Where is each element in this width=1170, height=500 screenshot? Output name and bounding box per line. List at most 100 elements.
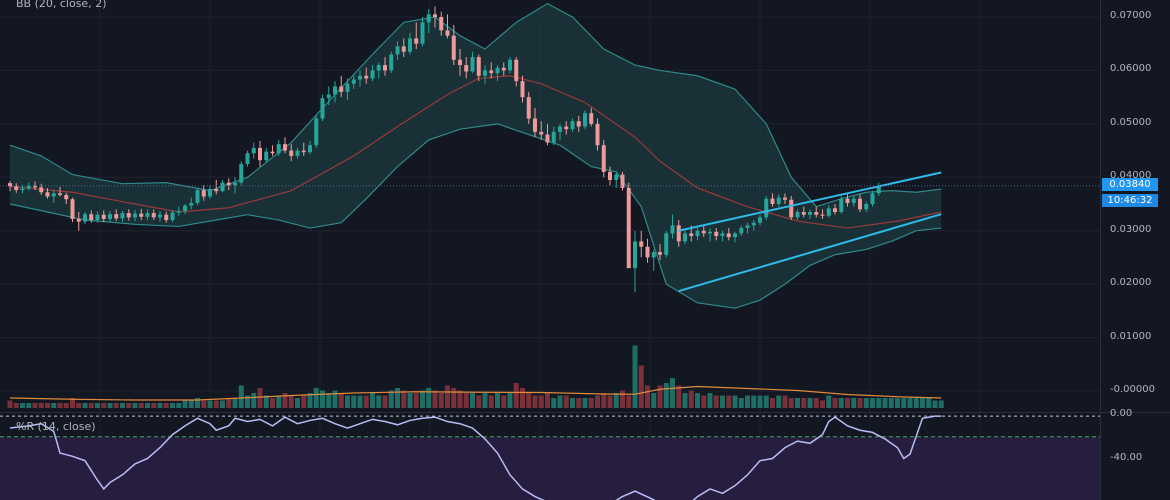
volume-bar bbox=[195, 398, 200, 408]
volume-bar bbox=[313, 388, 319, 408]
volume-bar bbox=[520, 388, 525, 408]
volume-bar bbox=[51, 403, 57, 408]
candle-body bbox=[39, 187, 44, 193]
volume-bar bbox=[107, 403, 113, 408]
candle-body bbox=[539, 131, 544, 135]
candle-body bbox=[95, 214, 100, 221]
candle-body bbox=[733, 233, 737, 238]
candle-body bbox=[501, 67, 506, 71]
volume-bar bbox=[613, 393, 619, 408]
candle-body bbox=[101, 214, 106, 219]
volume-bar bbox=[357, 395, 363, 408]
volume-bar bbox=[320, 390, 325, 408]
candle-body bbox=[433, 14, 437, 17]
candle-body bbox=[695, 230, 700, 237]
bb-basis-line bbox=[9, 75, 942, 229]
wr-indicator-label[interactable]: %R (14, close) bbox=[16, 420, 96, 433]
bb-indicator-label[interactable]: BB (20, close, 2) bbox=[16, 0, 107, 10]
candle-body bbox=[570, 121, 575, 130]
candle-body bbox=[714, 231, 719, 237]
candle-body bbox=[164, 214, 169, 221]
candle-body bbox=[720, 233, 725, 237]
volume-bar bbox=[245, 395, 250, 408]
candle-body bbox=[220, 182, 225, 192]
volume-bar bbox=[932, 400, 938, 408]
channel-line bbox=[678, 171, 942, 232]
candle-body bbox=[383, 65, 387, 71]
volume-bar bbox=[420, 390, 425, 408]
candle-body bbox=[870, 193, 875, 204]
volume-bar bbox=[220, 400, 225, 408]
wr-overbought-zone bbox=[0, 436, 1100, 500]
volume-bar bbox=[120, 403, 125, 408]
candle-body bbox=[495, 67, 500, 74]
volume-bar bbox=[345, 395, 350, 408]
candle-body bbox=[451, 35, 456, 60]
candle-body bbox=[283, 144, 287, 151]
volume-bar bbox=[576, 398, 582, 408]
candle-body bbox=[826, 208, 831, 216]
candle-body bbox=[470, 57, 475, 72]
volume-bar bbox=[882, 398, 888, 408]
candle-body bbox=[476, 57, 481, 76]
candle-body bbox=[76, 218, 81, 222]
candle-body bbox=[583, 113, 587, 127]
volume-bar bbox=[938, 400, 944, 408]
volume-bar bbox=[495, 393, 500, 408]
wr-axis-label: 0.00 bbox=[1110, 408, 1133, 419]
volume-bar bbox=[145, 403, 150, 408]
volume-bar bbox=[488, 395, 494, 408]
candle-body bbox=[614, 174, 619, 180]
candle-body bbox=[858, 198, 862, 210]
price-axis-label: 0.05000 bbox=[1110, 116, 1152, 128]
volume-bar bbox=[157, 403, 163, 408]
candle-body bbox=[239, 163, 244, 183]
candle-body bbox=[564, 126, 569, 130]
candle-body bbox=[320, 98, 325, 119]
volume-bar bbox=[151, 403, 157, 408]
volume-bar bbox=[701, 395, 707, 408]
candle-body bbox=[601, 145, 606, 172]
volume-bar bbox=[795, 398, 800, 408]
candle-body bbox=[195, 190, 200, 203]
candle-body bbox=[776, 197, 781, 204]
candle-body bbox=[270, 151, 275, 154]
volume-bar bbox=[770, 398, 775, 408]
volume-bar bbox=[463, 393, 469, 408]
current-price-tag: 0.03840 bbox=[1102, 178, 1158, 191]
volume-bar bbox=[663, 383, 669, 408]
candle-body bbox=[439, 17, 444, 31]
volume-bar bbox=[901, 398, 907, 408]
volume-bar bbox=[376, 395, 382, 408]
volume-bar bbox=[670, 378, 675, 408]
candle-body bbox=[233, 182, 237, 186]
volume-bar bbox=[888, 398, 894, 408]
candle-body bbox=[764, 198, 769, 218]
candle-body bbox=[739, 228, 744, 234]
candle-body bbox=[545, 134, 550, 143]
price-axis-label: 0.04000 bbox=[1110, 170, 1152, 182]
volume-bar bbox=[213, 400, 219, 408]
volume-bar bbox=[45, 403, 50, 408]
candle-body bbox=[364, 75, 369, 79]
trend-channel[interactable] bbox=[0, 171, 1100, 293]
volume-bar bbox=[95, 403, 100, 408]
volume-bar bbox=[282, 393, 288, 408]
volume-bar bbox=[351, 395, 357, 408]
countdown-tag: 10:46:32 bbox=[1102, 194, 1158, 207]
volume-bar bbox=[707, 393, 713, 408]
volume-bar bbox=[363, 395, 369, 408]
candle-body bbox=[189, 202, 194, 206]
volume-bar bbox=[26, 403, 32, 408]
candle-body bbox=[595, 123, 600, 146]
candle-body bbox=[345, 83, 350, 92]
bb-lower-line bbox=[9, 123, 942, 309]
volume-bar bbox=[338, 393, 344, 408]
volume-bar bbox=[551, 398, 557, 408]
volume-bar bbox=[457, 390, 463, 408]
volume-bar bbox=[88, 403, 94, 408]
candle-body bbox=[639, 241, 644, 247]
candle-body bbox=[226, 182, 231, 186]
volume-bar bbox=[870, 398, 875, 408]
